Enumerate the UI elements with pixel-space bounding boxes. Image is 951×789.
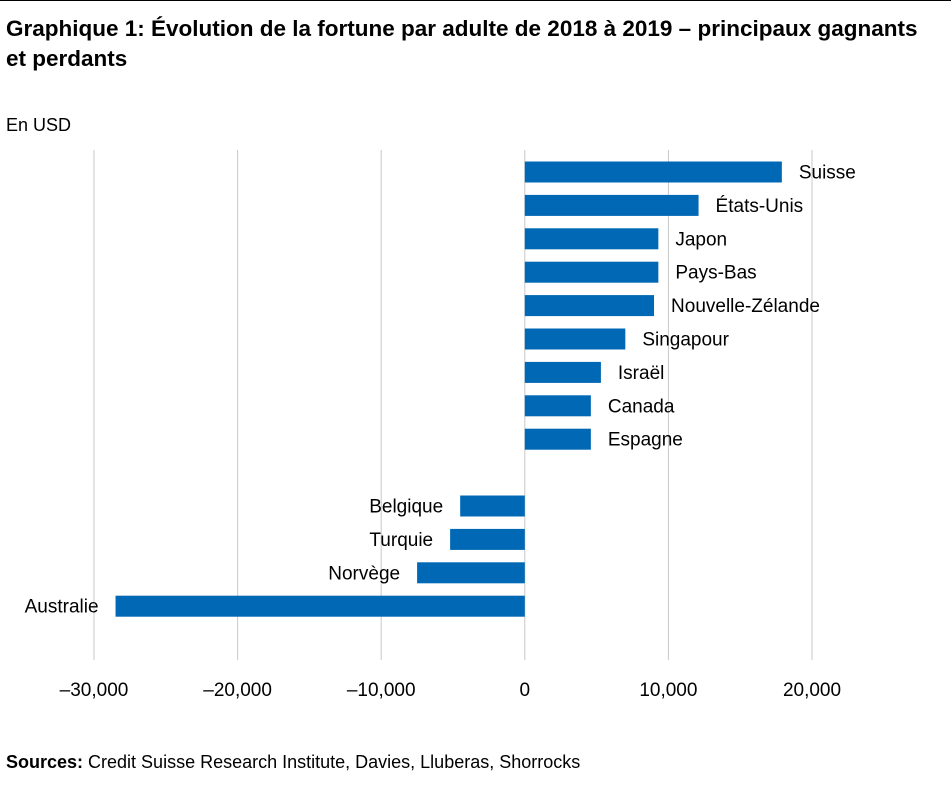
bar (417, 562, 525, 584)
bar-label: Singapour (642, 330, 729, 351)
bar (524, 261, 659, 283)
bar-label: États-Unis (716, 196, 804, 217)
bar-label: Espagne (608, 430, 683, 451)
bar (524, 295, 655, 317)
source-text: Credit Suisse Research Institute, Davies… (83, 752, 581, 772)
unit-label: En USD (6, 115, 72, 135)
bar (115, 595, 525, 617)
source-label: Sources: (6, 752, 84, 772)
bar (460, 495, 525, 517)
bar-label: Belgique (369, 497, 443, 518)
bar-label: Japon (675, 229, 727, 250)
x-tick-label: –10,000 (347, 680, 416, 701)
bar (450, 528, 525, 550)
x-tick-label: 20,000 (783, 680, 841, 701)
bar-label: Australie (25, 597, 99, 618)
bar (524, 395, 591, 417)
bar (524, 328, 626, 350)
bar-label: Nouvelle-Zélande (671, 296, 820, 317)
bar-chart: –30,000 –20,000 –10,000 0 10,000 20,000 Suisse… (25, 150, 856, 701)
bar (524, 228, 659, 250)
bar-label: Suisse (799, 163, 856, 184)
x-tick-label: 0 (520, 680, 531, 701)
bar-label: Israël (618, 363, 664, 384)
x-tick-label: –30,000 (60, 680, 129, 701)
x-tick-label: –20,000 (203, 680, 272, 701)
x-tick-label: 10,000 (639, 680, 697, 701)
bar (524, 161, 782, 183)
bar-label: Pays-Bas (675, 263, 756, 284)
bar-label: Canada (608, 396, 675, 417)
bar (524, 194, 699, 216)
bar-label: Turquie (369, 530, 433, 551)
chart-title: Graphique 1: Évolution de la fortune par… (6, 16, 918, 71)
top-rule (0, 0, 951, 1)
source-note: Sources: Credit Suisse Research Institut… (6, 752, 580, 773)
bar (524, 361, 601, 383)
bar-label: Norvège (328, 563, 400, 584)
bar (524, 428, 591, 450)
